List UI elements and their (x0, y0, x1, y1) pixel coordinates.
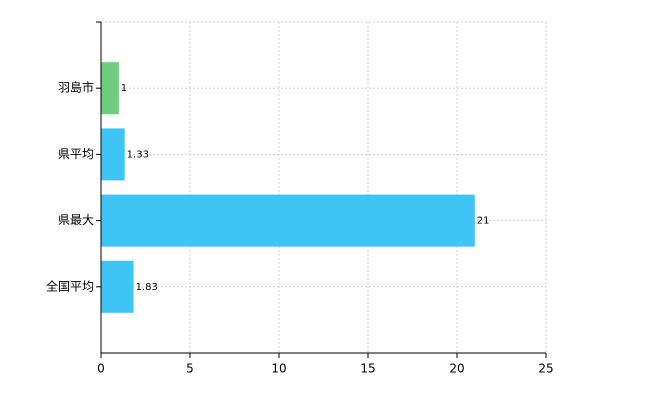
x-tick-label: 0 (97, 362, 105, 376)
value-label: 1 (121, 83, 127, 94)
x-tick-label: 5 (186, 362, 194, 376)
y-tick-label: 羽島市 (58, 80, 94, 95)
bar (101, 62, 119, 115)
x-tick-label: 25 (538, 362, 553, 376)
y-tick-label: 県最大 (58, 213, 94, 227)
bar (101, 260, 134, 313)
value-label: 21 (477, 216, 490, 227)
value-label: 1.33 (127, 149, 149, 160)
x-tick-label: 20 (449, 362, 464, 376)
bar (101, 194, 475, 247)
y-tick-label: 全国平均 (46, 278, 94, 293)
x-tick-label: 15 (360, 362, 375, 376)
y-tick-label: 県平均 (58, 147, 94, 161)
value-label: 1.83 (136, 282, 158, 293)
bar (101, 128, 125, 181)
x-tick-label: 10 (271, 362, 286, 376)
